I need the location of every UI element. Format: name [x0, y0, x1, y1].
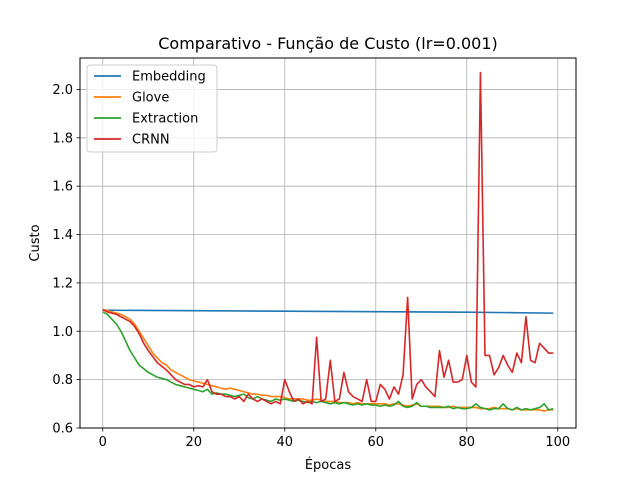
- y-tick-label: 1.4: [52, 228, 73, 243]
- series-lines: [102, 71, 554, 412]
- series-line-glove: [102, 308, 554, 412]
- legend-label-crnn: CRNN: [132, 133, 170, 148]
- y-tick-label: 1.6: [52, 180, 73, 195]
- y-tick-label: 1.8: [52, 131, 73, 146]
- series-line-extraction: [102, 311, 554, 411]
- x-tick-label: 60: [368, 435, 385, 450]
- series-line-crnn: [102, 71, 554, 405]
- legend: Embedding Glove Extraction CRNN: [86, 64, 218, 153]
- legend-label-embedding: Embedding: [132, 70, 206, 85]
- y-tick-label: 0.6: [52, 422, 73, 437]
- chart-title: Comparativo - Função de Custo (lr=0.001): [158, 34, 498, 53]
- legend-label-extraction: Extraction: [132, 112, 198, 127]
- x-tick-label: 20: [185, 435, 202, 450]
- y-tick-label: 0.8: [52, 373, 73, 388]
- x-tick-label: 100: [545, 435, 570, 450]
- y-axis-title: Custo: [28, 224, 43, 261]
- plot-frame: [79, 57, 577, 429]
- legend-label-glove: Glove: [132, 91, 169, 106]
- y-tick-label: 1.0: [52, 325, 73, 340]
- y-tick-label: 2.0: [52, 83, 73, 98]
- x-tick-label: 40: [276, 435, 293, 450]
- legend-box: [86, 64, 218, 153]
- x-axis-title: Épocas: [305, 457, 352, 473]
- x-tick-label: 80: [459, 435, 476, 450]
- axis-ticks: 0 20 40 60 80 100 0.6 0.8 1.0 1.2 1.4 1.6 1.8 2.0: [52, 83, 570, 450]
- y-tick-label: 1.2: [52, 276, 73, 291]
- series-line-embedding: [102, 309, 554, 314]
- x-tick-label: 0: [99, 435, 107, 450]
